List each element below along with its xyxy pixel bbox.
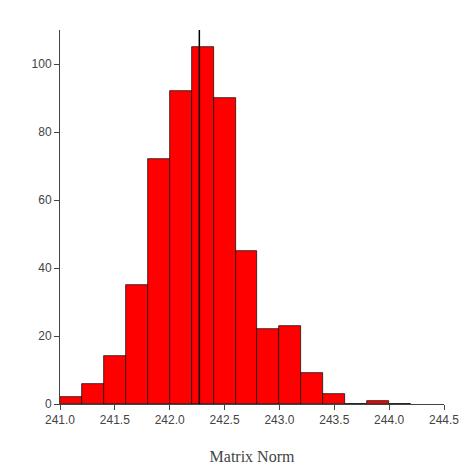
svg-text:100: 100: [32, 57, 52, 71]
svg-text:80: 80: [38, 125, 52, 139]
svg-text:244.0: 244.0: [374, 413, 404, 427]
svg-text:40: 40: [38, 261, 52, 275]
svg-text:244.5: 244.5: [429, 413, 459, 427]
svg-text:241.0: 241.0: [45, 413, 75, 427]
svg-text:243.5: 243.5: [319, 413, 349, 427]
svg-text:242.0: 242.0: [155, 413, 185, 427]
svg-text:0: 0: [45, 397, 52, 411]
svg-text:242.5: 242.5: [210, 413, 240, 427]
svg-text:60: 60: [38, 193, 52, 207]
svg-text:20: 20: [38, 329, 52, 343]
svg-text:241.5: 241.5: [100, 413, 130, 427]
svg-text:243.0: 243.0: [264, 413, 294, 427]
svg-text:Matrix Norm: Matrix Norm: [210, 448, 295, 465]
